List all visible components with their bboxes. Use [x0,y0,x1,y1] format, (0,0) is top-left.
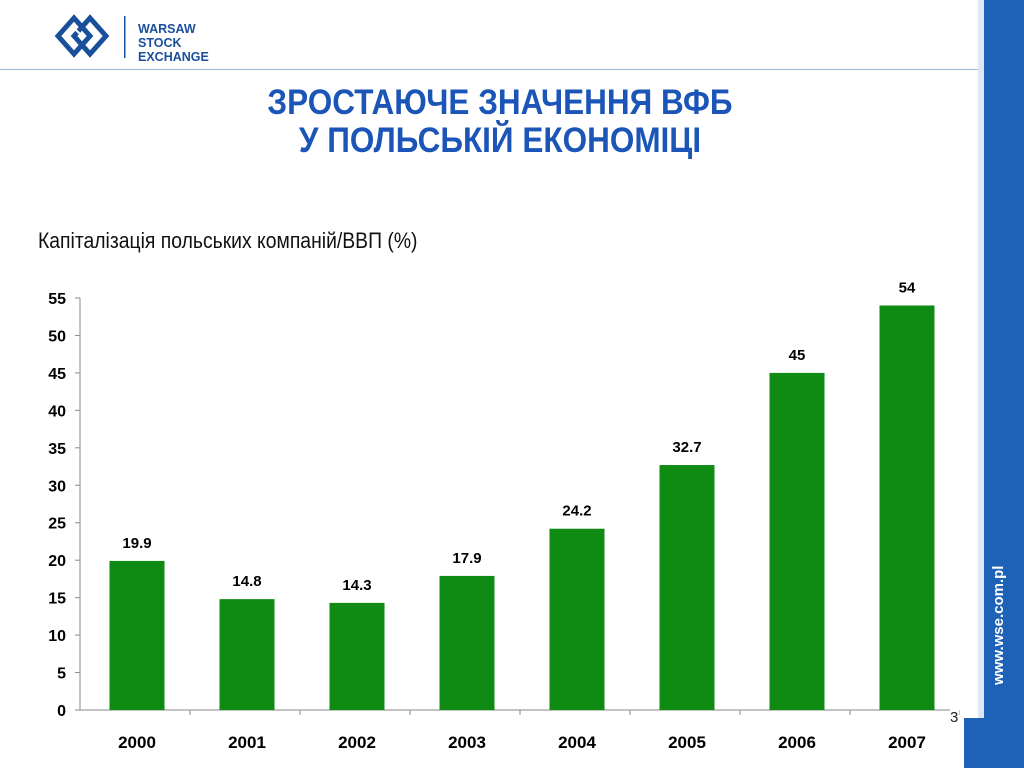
y-tick-label: 10 [48,628,66,645]
y-tick-label: 50 [48,328,66,345]
x-tick-label: 2005 [668,733,706,752]
logo-text: WARSAW STOCK EXCHANGE [138,22,209,64]
data-label: 54 [899,280,916,296]
x-tick-label: 2004 [558,733,596,752]
slide-title-line: ЗРОСТАЮЧЕ ЗНАЧЕННЯ ВФБ [267,83,733,122]
logo-line: STOCK [138,36,182,50]
y-tick-label: 0 [57,703,66,720]
bar [879,305,935,710]
y-tick-label: 40 [48,403,66,420]
sidebar-strip [978,0,984,768]
bar [769,372,825,710]
bar-chart: 0 5 10 15 20 25 30 35 40 45 50 55 19.9 2000 14.8 2001 14… [48,280,960,752]
data-label: 45 [789,347,806,364]
data-label: 19.9 [122,535,151,552]
bar [109,560,165,710]
bar [659,465,715,710]
x-tick-label: 2001 [228,733,266,752]
y-tick-label: 45 [48,366,66,383]
y-tick-label: 25 [48,516,66,533]
y-tick-label: 30 [48,478,66,495]
x-tick-label: 2007 [888,733,926,752]
x-tick-label: 2002 [338,733,376,752]
y-tick-label: 5 [57,666,66,683]
logo-line: EXCHANGE [138,50,209,64]
website-url: www.wse.com.pl [990,565,1007,685]
x-tick-label: 2000 [118,733,156,752]
slide-title: ЗРОСТАЮЧЕ ЗНАЧЕННЯ ВФБ У ПОЛЬСЬКІЙ ЕКОНО… [158,84,842,160]
data-label: 24.2 [562,503,591,520]
header-divider [0,69,984,70]
page-number-box [964,718,1024,768]
bar [219,599,275,710]
chart-title: Капіталізація польських компаній/ВВП (%) [38,228,418,253]
y-tick-label: 35 [48,441,66,458]
bar [439,575,495,710]
bar [329,602,385,710]
x-tick-label: 2003 [448,733,486,752]
y-tick-label: 15 [48,591,66,608]
y-tick-label: 20 [48,553,66,570]
data-label: 32.7 [672,439,701,456]
right-sidebar [984,0,1024,768]
y-tick-label: 55 [48,291,66,308]
slide-title-line: У ПОЛЬСЬКІЙ ЕКОНОМІЦІ [298,121,702,160]
wse-logo-mark [54,14,126,58]
data-label: 14.3 [342,577,371,594]
logo-line: WARSAW [138,22,196,36]
page-number: 3 [950,709,959,726]
wse-logo: WARSAW STOCK EXCHANGE [52,8,222,64]
data-label: 17.9 [452,550,481,567]
data-label: 14.8 [232,573,261,590]
bar [549,528,605,710]
x-tick-label: 2006 [778,733,816,752]
